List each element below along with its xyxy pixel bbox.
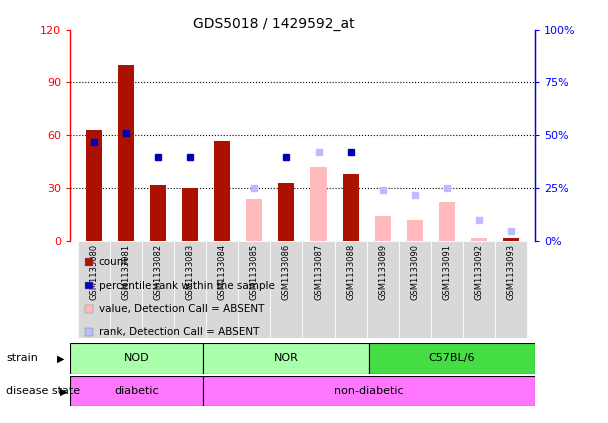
Bar	[367, 241, 399, 338]
Bar	[471, 238, 487, 241]
Text: GSM1133080: GSM1133080	[89, 244, 98, 300]
Text: GSM1133088: GSM1133088	[346, 244, 355, 300]
Text: GSM1133087: GSM1133087	[314, 244, 323, 300]
Bar	[118, 65, 134, 241]
Bar	[271, 241, 303, 338]
Bar	[399, 241, 431, 338]
Text: NOD: NOD	[123, 354, 149, 363]
Bar	[70, 376, 203, 406]
Bar	[246, 199, 263, 241]
Text: ▶: ▶	[60, 386, 67, 396]
Bar	[203, 343, 369, 374]
Text: diabetic: diabetic	[114, 386, 159, 396]
Bar	[471, 238, 487, 241]
Bar	[375, 217, 391, 241]
Bar	[110, 241, 142, 338]
Bar	[214, 141, 230, 241]
Text: GSM1133091: GSM1133091	[443, 244, 451, 300]
Bar	[238, 241, 271, 338]
Text: count: count	[99, 257, 128, 267]
Bar	[495, 241, 527, 338]
Bar	[311, 167, 326, 241]
Bar	[174, 241, 206, 338]
Bar	[407, 220, 423, 241]
Bar	[203, 376, 535, 406]
Bar	[150, 185, 166, 241]
Text: GSM1133093: GSM1133093	[506, 244, 516, 300]
Bar	[142, 241, 174, 338]
Text: rank, Detection Call = ABSENT: rank, Detection Call = ABSENT	[99, 327, 259, 337]
Text: GSM1133084: GSM1133084	[218, 244, 227, 300]
Bar	[439, 202, 455, 241]
Bar	[182, 188, 198, 241]
Text: GSM1133081: GSM1133081	[122, 244, 131, 300]
Bar	[78, 241, 110, 338]
Text: disease state: disease state	[6, 386, 80, 396]
Text: GSM1133082: GSM1133082	[154, 244, 162, 300]
Text: value, Detection Call = ABSENT: value, Detection Call = ABSENT	[99, 304, 264, 314]
Bar	[206, 241, 238, 338]
Text: GSM1133086: GSM1133086	[282, 244, 291, 300]
Text: GSM1133085: GSM1133085	[250, 244, 259, 300]
Text: ▶: ▶	[57, 354, 64, 363]
Text: GSM1133083: GSM1133083	[185, 244, 195, 300]
Text: GSM1133089: GSM1133089	[378, 244, 387, 300]
Bar	[342, 174, 359, 241]
Text: GSM1133092: GSM1133092	[474, 244, 483, 300]
Text: percentile rank within the sample: percentile rank within the sample	[99, 280, 275, 291]
Text: GSM1133090: GSM1133090	[410, 244, 420, 300]
Text: non-diabetic: non-diabetic	[334, 386, 404, 396]
Bar	[334, 241, 367, 338]
Text: NOR: NOR	[274, 354, 299, 363]
Bar	[70, 343, 203, 374]
Text: C57BL/6: C57BL/6	[429, 354, 475, 363]
Bar	[369, 343, 535, 374]
Bar	[431, 241, 463, 338]
Bar	[86, 130, 102, 241]
Text: GDS5018 / 1429592_at: GDS5018 / 1429592_at	[193, 17, 354, 31]
Bar	[278, 183, 294, 241]
Bar	[303, 241, 334, 338]
Bar	[463, 241, 495, 338]
Text: strain: strain	[6, 354, 38, 363]
Bar	[503, 238, 519, 241]
